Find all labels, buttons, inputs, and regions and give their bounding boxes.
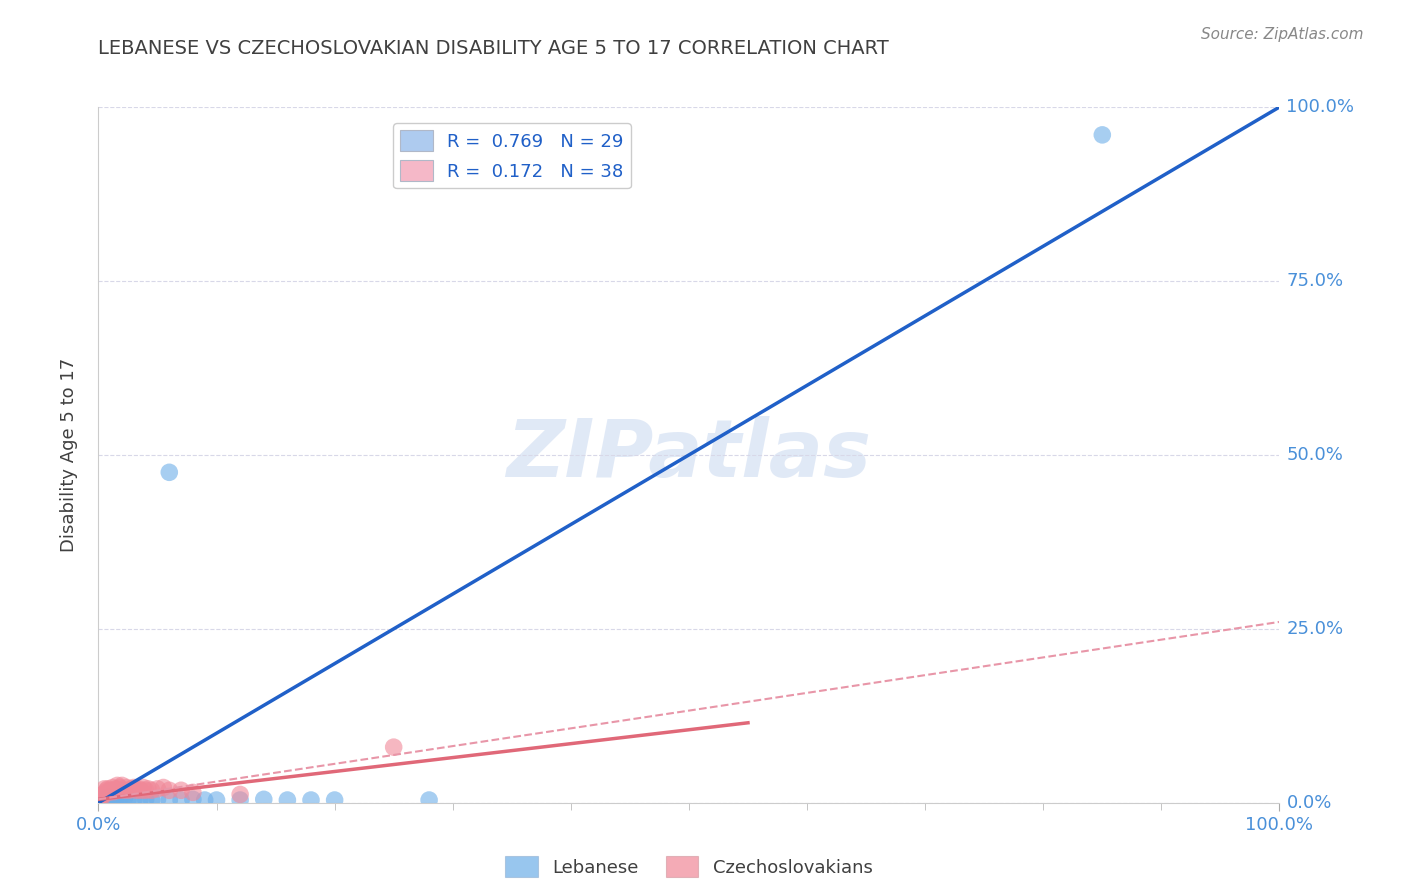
Text: 25.0%: 25.0% xyxy=(1286,620,1344,638)
Point xyxy=(194,793,217,807)
Point xyxy=(418,793,440,807)
Point xyxy=(122,792,145,806)
Point xyxy=(118,783,141,797)
Point xyxy=(105,792,128,806)
Point xyxy=(103,785,125,799)
Point xyxy=(104,783,127,797)
Point xyxy=(94,792,117,806)
Point xyxy=(96,783,118,797)
Text: 50.0%: 50.0% xyxy=(1286,446,1343,464)
Point xyxy=(129,783,152,797)
Point xyxy=(146,792,169,806)
Point xyxy=(93,781,115,796)
Text: 75.0%: 75.0% xyxy=(1286,272,1344,290)
Point xyxy=(107,783,129,797)
Point xyxy=(229,793,252,807)
Point xyxy=(101,793,124,807)
Point xyxy=(382,740,405,755)
Text: 100.0%: 100.0% xyxy=(1286,98,1354,116)
Point xyxy=(91,790,114,805)
Point xyxy=(181,792,204,806)
Text: 0.0%: 0.0% xyxy=(1286,794,1331,812)
Point xyxy=(128,781,150,796)
Point xyxy=(132,780,155,795)
Y-axis label: Disability Age 5 to 17: Disability Age 5 to 17 xyxy=(59,358,77,552)
Point xyxy=(121,781,143,796)
Point xyxy=(157,783,180,797)
Point xyxy=(105,781,128,796)
Point xyxy=(105,778,128,792)
Point xyxy=(93,792,115,806)
Point xyxy=(90,790,112,805)
Point xyxy=(128,793,150,807)
Point xyxy=(122,780,145,795)
Text: LEBANESE VS CZECHOSLOVAKIAN DISABILITY AGE 5 TO 17 CORRELATION CHART: LEBANESE VS CZECHOSLOVAKIAN DISABILITY A… xyxy=(98,39,889,58)
Point xyxy=(97,790,120,805)
Point xyxy=(170,783,193,797)
Point xyxy=(1091,128,1114,142)
Legend: Lebanese, Czechoslovakians: Lebanese, Czechoslovakians xyxy=(498,849,880,884)
Point xyxy=(115,780,138,795)
Point xyxy=(90,789,112,803)
Point xyxy=(152,780,174,795)
Point xyxy=(136,781,159,796)
Point xyxy=(125,783,148,797)
Point xyxy=(135,792,157,806)
Point xyxy=(276,793,298,807)
Text: ZIPatlas: ZIPatlas xyxy=(506,416,872,494)
Point xyxy=(97,781,120,796)
Point xyxy=(229,788,252,802)
Point xyxy=(117,793,139,807)
Point xyxy=(89,789,111,803)
Point xyxy=(323,793,346,807)
Point xyxy=(101,780,124,795)
Point xyxy=(253,792,276,806)
Point xyxy=(157,793,180,807)
Point xyxy=(108,780,131,795)
Point xyxy=(111,778,134,792)
Point xyxy=(170,793,193,807)
Point xyxy=(141,793,163,807)
Point xyxy=(94,785,117,799)
Point xyxy=(91,793,114,807)
Point xyxy=(112,783,135,797)
Point xyxy=(299,793,322,807)
Point xyxy=(98,783,121,797)
Point xyxy=(146,781,169,796)
Point xyxy=(112,791,135,805)
Point xyxy=(108,791,131,805)
Point xyxy=(141,783,163,797)
Point xyxy=(111,793,134,807)
Point xyxy=(157,466,180,480)
Text: Source: ZipAtlas.com: Source: ZipAtlas.com xyxy=(1201,27,1364,42)
Point xyxy=(91,788,114,802)
Point xyxy=(205,793,228,807)
Point xyxy=(135,783,157,797)
Point xyxy=(98,791,121,805)
Point xyxy=(181,785,204,799)
Point xyxy=(98,785,121,799)
